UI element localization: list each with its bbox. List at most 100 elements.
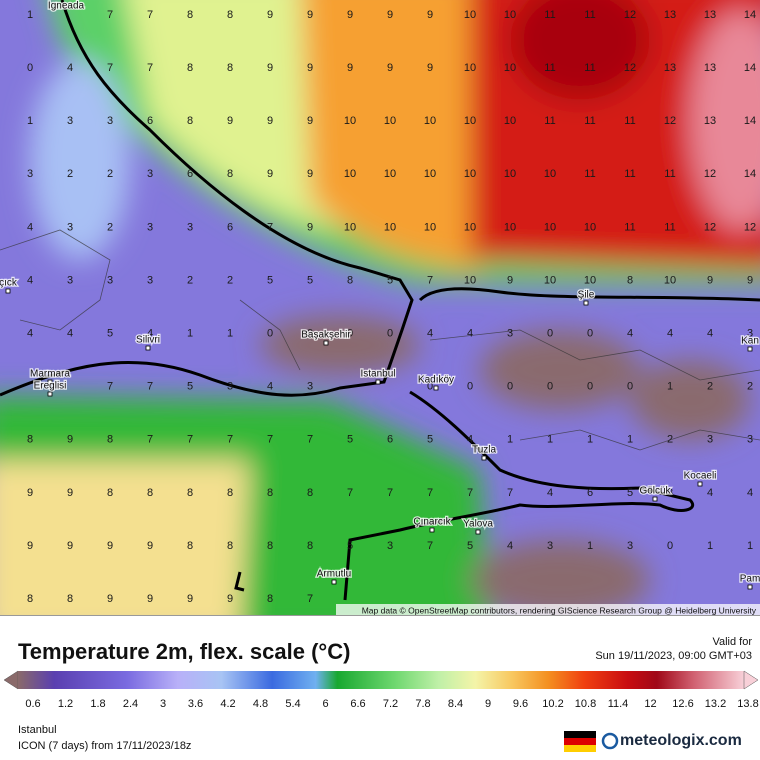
place-label: Silivri [136,335,160,346]
grid-value: 4 [467,434,473,446]
color-scale [18,671,744,689]
scale-label: 6.6 [350,698,365,710]
grid-value: 7 [267,221,273,233]
place-label: Kan [741,336,759,347]
grid-value: 13 [704,115,716,127]
grid-value: 1 [627,434,633,446]
scale-label: 5.4 [285,698,300,710]
grid-value: 5 [307,274,313,286]
place-label: Şile [578,290,595,301]
grid-value: 9 [147,593,153,605]
grid-value: 3 [147,168,153,180]
grid-value: 0 [587,381,593,393]
place-dot [323,340,329,346]
grid-value: 8 [267,593,273,605]
scale-label: 1.8 [90,698,105,710]
grid-value: 5 [267,274,273,286]
grid-value: 3 [67,221,73,233]
grid-value: 0 [427,381,433,393]
grid-value: 10 [544,168,556,180]
grid-value: 9 [347,62,353,74]
grid-value: 10 [584,221,596,233]
grid-value: 2 [107,221,113,233]
grid-value: 0 [307,328,313,340]
grid-value: 5 [627,487,633,499]
place-dot [63,3,69,9]
grid-value: 12 [704,168,716,180]
scale-label: 12.6 [672,698,693,710]
grid-value: 10 [464,274,476,286]
grid-value: 3 [227,381,233,393]
place-dot [331,579,337,585]
grid-value: 11 [584,62,595,74]
grid-value: 8 [227,168,233,180]
scale-label: 3 [160,698,166,710]
grid-value: 10 [664,274,676,286]
grid-value: 4 [267,381,273,393]
grid-value: 10 [544,221,556,233]
grid-value: 8 [187,115,193,127]
grid-value: 8 [307,540,313,552]
grid-value: 3 [147,221,153,233]
grid-value: 3 [107,115,113,127]
grid-value: 10 [424,221,436,233]
grid-value: 4 [707,487,713,499]
grid-value: 8 [227,540,233,552]
place-dot [481,455,487,461]
flag [564,731,596,752]
model: ICON (7 days) from 17/11/2023/18z [18,740,191,752]
grid-value: 11 [664,168,675,180]
grid-value: 2 [107,168,113,180]
place-label: Başakşehir [301,330,351,341]
grid-value: 10 [344,115,356,127]
scale-label: 1.2 [58,698,73,710]
scale-label: 9 [485,698,491,710]
grid-value: 11 [584,115,595,127]
grid-value: 8 [267,487,273,499]
grid-value: 7 [427,487,433,499]
borders [0,229,760,451]
grid-value: 12 [624,62,636,74]
map: 1 7 7 8 8 9 9 9 9 9 10 10 11 11 12 13 13 140 4 7 7 8 8 9 9 9 9 9 10 1… [0,0,760,615]
grid-value: 8 [27,593,33,605]
place-label: Marmara [30,369,70,380]
grid-value: 8 [67,593,73,605]
grid-value: 0 [347,328,353,340]
grid-value: 1 [587,540,593,552]
grid-value: 1 [27,115,33,127]
grid-value: 7 [267,434,273,446]
grid-value: 7 [107,62,113,74]
grid-value: 7 [107,9,113,21]
grid-value: 9 [147,540,153,552]
grid-value: 12 [704,221,716,233]
grid-value: 0 [547,328,553,340]
grid-value: 6 [587,487,593,499]
grid-value: 9 [107,540,113,552]
grid-value: 8 [187,62,193,74]
grid-value: 2 [227,274,233,286]
grid-value: 10 [384,115,396,127]
grid-value: 11 [624,168,635,180]
scale-label: 10.2 [542,698,563,710]
grid-value: 4 [27,328,33,340]
grid-value: 9 [427,9,433,21]
grid-value: 6 [147,115,153,127]
grid-value: 10 [384,168,396,180]
brand: meteologix.com [620,732,742,749]
grid-value: 5 [427,434,433,446]
place-dot [475,529,481,535]
grid-value: 11 [584,168,595,180]
grid-value: 11 [584,9,595,21]
grid-value: 9 [307,168,313,180]
grid-value: 8 [107,487,113,499]
scale-label: 12 [644,698,656,710]
grid-value: 9 [707,274,713,286]
grid-value: 3 [107,274,113,286]
grid-value: 14 [744,62,756,74]
place-label: Istanbul [360,369,395,380]
grid-value: 1 [547,434,553,446]
grid-value: 7 [107,381,113,393]
grid-value: 4 [507,540,513,552]
grid-value: 7 [187,434,193,446]
grid-value: 0 [587,328,593,340]
